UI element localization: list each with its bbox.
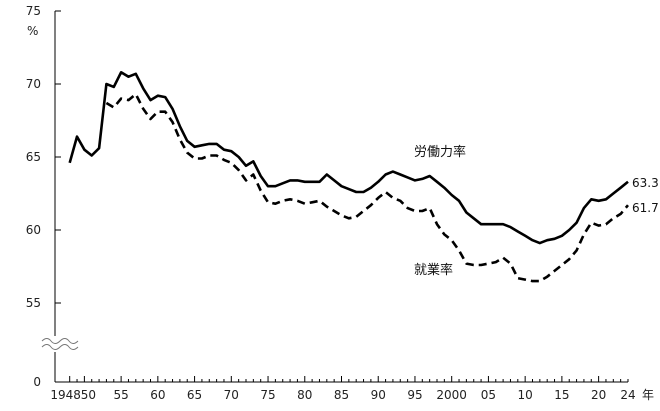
x-tick-label: 90 bbox=[371, 388, 386, 402]
x-tick-label: 20 bbox=[591, 388, 606, 402]
x-tick-label: 80 bbox=[297, 388, 312, 402]
x-tick-label: 2000 bbox=[436, 388, 467, 402]
x-tick-label: 55 bbox=[113, 388, 128, 402]
x-tick-label: 95 bbox=[407, 388, 422, 402]
x-tick-label: 1948 bbox=[50, 388, 81, 402]
x-tick-label: 05 bbox=[481, 388, 496, 402]
x-tick-label: 10 bbox=[518, 388, 533, 402]
x-tick-label: 85 bbox=[334, 388, 349, 402]
x-tick-label: 15 bbox=[554, 388, 569, 402]
axis-break-mark-top bbox=[41, 338, 79, 344]
x-tick-label: 60 bbox=[150, 388, 165, 402]
y-axis-unit: % bbox=[27, 24, 38, 38]
x-tick-label: 70 bbox=[224, 388, 239, 402]
series-line-labor-force bbox=[68, 71, 629, 245]
end-label-employment: 61.7 bbox=[632, 201, 659, 215]
series-label-labor-force: 労働力率 bbox=[414, 144, 466, 160]
end-label-labor-force: 63.3 bbox=[632, 176, 659, 190]
x-tick-label: 50 bbox=[81, 388, 96, 402]
axis-break-mark-bottom bbox=[41, 344, 79, 350]
y-tick-label: 75 bbox=[26, 4, 41, 18]
x-tick-label: 65 bbox=[187, 388, 202, 402]
y-tick-label: 65 bbox=[26, 150, 41, 164]
x-tick-label: 24 bbox=[620, 388, 635, 402]
y-tick-label: 0 bbox=[33, 375, 41, 389]
series-lines bbox=[68, 71, 629, 283]
y-tick-label: 60 bbox=[26, 223, 41, 237]
x-axis-unit: 年 bbox=[642, 388, 654, 402]
y-tick-label: 70 bbox=[26, 77, 41, 91]
y-tick-label: 55 bbox=[26, 296, 41, 310]
series-line-employment bbox=[105, 92, 629, 283]
series-label-employment: 就業率 bbox=[414, 262, 453, 278]
axes: 0 55 60 65 70 75 1948 50 55 60 65 70 75 80 85 90 95 2000 0… bbox=[26, 4, 636, 402]
x-tick-label: 75 bbox=[260, 388, 275, 402]
series-labels: 労働力率 就業率 63.3 61.7 % 年 bbox=[27, 24, 659, 402]
